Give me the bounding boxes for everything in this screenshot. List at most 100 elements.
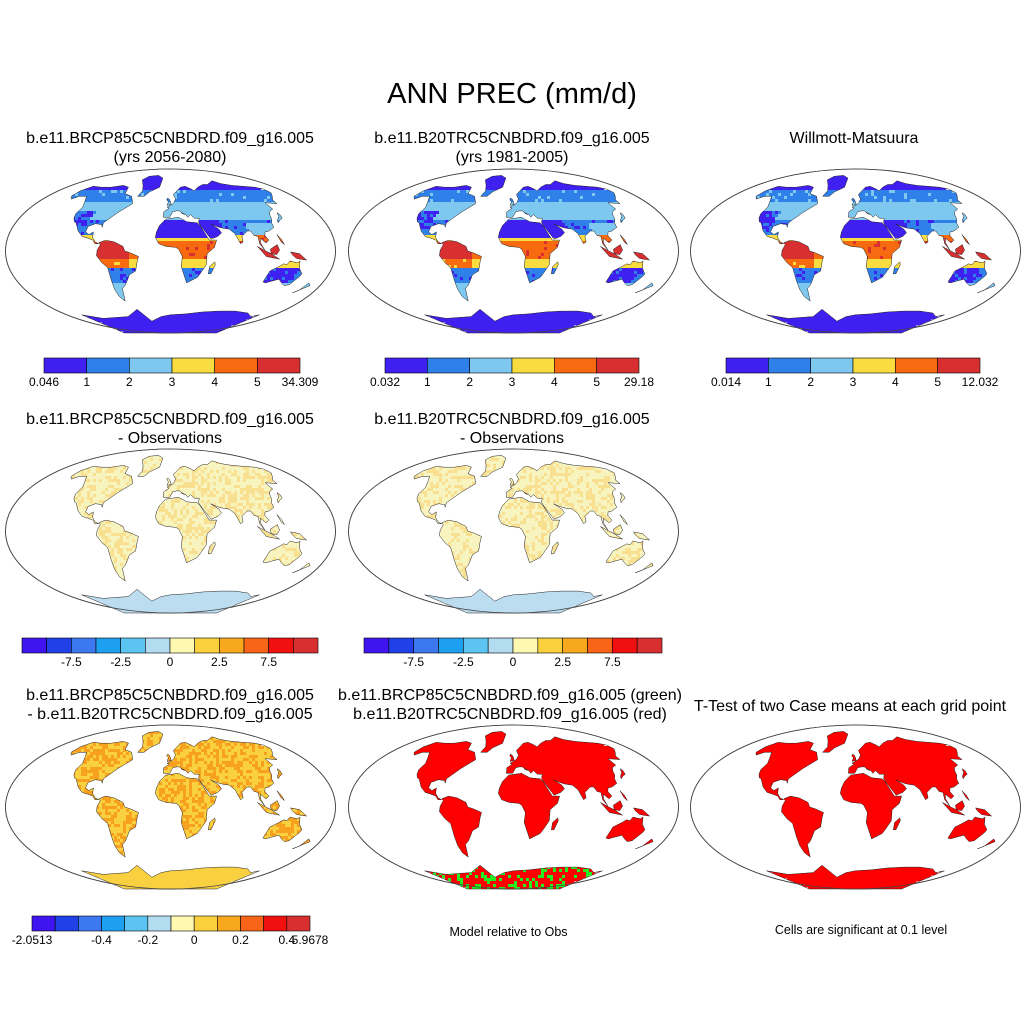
colorbar-tick-label: 0.046 xyxy=(29,375,59,389)
colorbar-swatch xyxy=(257,357,301,374)
colorbar-swatch xyxy=(171,357,215,374)
colorbar-swatch xyxy=(636,637,663,654)
colorbar-tick-label: -2.0513 xyxy=(12,933,53,947)
colorbar-tick-label: 2.5 xyxy=(554,655,571,669)
panel-title-line: (yrs 1981-2005) xyxy=(342,148,682,167)
colorbar-swatch xyxy=(147,915,172,932)
panel-title-obs: Willmott-Matsuura xyxy=(686,129,1022,148)
colorbar-tick-label: 0.014 xyxy=(711,375,741,389)
panel-title-line: Willmott-Matsuura xyxy=(686,129,1022,148)
colorbar-diff1: -7.5 -2.5 0 2.5 7.5 xyxy=(21,637,319,670)
colorbar-swatch xyxy=(413,637,439,654)
colorbar-tick-label: -7.5 xyxy=(403,655,424,669)
colorbar-tick-label: 0.032 xyxy=(370,375,400,389)
panel-title-case1: b.e11.BRCP85C5CNBDRD.f09_g16.005 (yrs 20… xyxy=(0,129,340,167)
colorbar-swatch xyxy=(388,637,414,654)
map-panel-case2 xyxy=(346,166,681,336)
colorbar-swatch xyxy=(170,915,195,932)
colorbar-tick-label: 5.9678 xyxy=(292,933,329,947)
colorbar-swatch xyxy=(21,637,47,654)
colorbar-tick-label: 5 xyxy=(593,375,600,389)
colorbar-swatch xyxy=(438,637,464,654)
colorbar-swatch xyxy=(363,637,390,654)
colorbar-tick-label: 3 xyxy=(850,375,857,389)
colorbar-diff2: -7.5 -2.5 0 2.5 7.5 xyxy=(363,637,663,670)
colorbar-swatch xyxy=(768,357,811,374)
colorbar-swatch xyxy=(217,915,241,932)
colorbar-tick-label: 4 xyxy=(551,375,558,389)
colorbar-swatch xyxy=(852,357,896,374)
colorbar-tick-label: 4 xyxy=(892,375,899,389)
colorbar-tick-label: 5 xyxy=(254,375,261,389)
colorbar-swatch xyxy=(78,915,102,932)
colorbar-swatch xyxy=(596,357,640,374)
colorbar-swatch xyxy=(427,357,470,374)
panel-title-relative: b.e11.BRCP85C5CNBDRD.f09_g16.005 (green)… xyxy=(320,686,700,724)
colorbar-swatch xyxy=(263,915,288,932)
colorbar-tick-label: 0.4 xyxy=(278,933,295,947)
panel-title-casediff: b.e11.BRCP85C5CNBDRD.f09_g16.005 - b.e11… xyxy=(0,686,340,724)
panel-title-diff1: b.e11.BRCP85C5CNBDRD.f09_g16.005 - Obser… xyxy=(0,410,340,448)
map-panel-case1 xyxy=(3,166,338,336)
colorbar-tick-label: 0 xyxy=(167,655,174,669)
note-relative: Model relative to Obs xyxy=(346,925,671,939)
colorbar-swatch xyxy=(487,637,514,654)
colorbar-swatch xyxy=(612,637,638,654)
colorbar-swatch xyxy=(95,637,121,654)
colorbar-swatch xyxy=(293,637,319,654)
colorbar-swatch xyxy=(214,357,258,374)
colorbar-obs: 0.014 1 2 3 4 5 12.032 xyxy=(711,357,999,389)
panel-title-line: T-Test of two Case means at each grid po… xyxy=(676,697,1024,716)
colorbar-swatch xyxy=(469,357,513,374)
colorbar-swatch xyxy=(219,637,245,654)
colorbar-tick-label: 1 xyxy=(765,375,772,389)
panel-title-line: b.e11.BRCP85C5CNBDRD.f09_g16.005 (green) xyxy=(320,686,700,705)
colorbar-swatch xyxy=(31,915,56,932)
map-panel-diff1 xyxy=(3,446,338,616)
colorbar-tick-label: 7.5 xyxy=(604,655,621,669)
map-panel-casediff xyxy=(3,722,338,892)
map-panel-relative xyxy=(346,722,681,892)
colorbar-swatch xyxy=(129,357,173,374)
panel-title-line: b.e11.BRCP85C5CNBDRD.f09_g16.005 xyxy=(0,686,340,705)
colorbar-swatch xyxy=(54,915,79,932)
panel-title-line: - Observations xyxy=(342,429,682,448)
colorbar-tick-label: 2.5 xyxy=(211,655,228,669)
colorbar-swatch xyxy=(268,637,294,654)
colorbar-tick-label: 0 xyxy=(510,655,517,669)
colorbar-swatch xyxy=(554,357,597,374)
colorbar-tick-label: 0.2 xyxy=(232,933,249,947)
colorbar-swatch xyxy=(537,637,563,654)
colorbar-swatch xyxy=(725,357,769,374)
colorbar-tick-label: 4 xyxy=(211,375,218,389)
colorbar-swatch xyxy=(511,357,555,374)
colorbar-swatch xyxy=(895,357,938,374)
colorbar-tick-label: 1 xyxy=(424,375,431,389)
colorbar-swatch xyxy=(193,915,218,932)
panel-title-line: b.e11.B20TRC5CNBDRD.f09_g16.005 xyxy=(342,410,682,429)
colorbar-tick-label: 12.032 xyxy=(962,375,999,389)
colorbar-swatch xyxy=(587,637,613,654)
colorbar-swatch xyxy=(169,637,195,654)
colorbar-swatch xyxy=(145,637,171,654)
colorbar-tick-label: 29.18 xyxy=(624,375,654,389)
colorbar-swatch xyxy=(71,637,97,654)
panel-title-line: b.e11.B20TRC5CNBDRD.f09_g16.005 xyxy=(342,129,682,148)
colorbar-tick-label: 34.309 xyxy=(282,375,319,389)
colorbar-swatch xyxy=(43,357,87,374)
colorbar-tick-label: 2 xyxy=(126,375,133,389)
map-panel-ttest xyxy=(688,722,1023,892)
colorbar-tick-label: 3 xyxy=(169,375,176,389)
colorbar-swatch xyxy=(46,637,72,654)
colorbar-case2: 0.032 1 2 3 4 5 29.18 xyxy=(370,357,654,389)
figure-title: ANN PREC (mm/d) xyxy=(0,78,1024,111)
colorbar-swatch xyxy=(937,357,981,374)
colorbar-case1: 0.046 1 2 3 4 5 34.309 xyxy=(29,357,319,389)
colorbar-tick-label: 3 xyxy=(509,375,516,389)
colorbar-swatch xyxy=(243,637,269,654)
colorbar-tick-label: 2 xyxy=(807,375,814,389)
note-ttest: Cells are significant at 0.1 level xyxy=(688,923,1024,937)
colorbar-tick-label: -7.5 xyxy=(61,655,82,669)
colorbar-swatch xyxy=(194,637,220,654)
colorbar-tick-label: -0.4 xyxy=(91,933,112,947)
